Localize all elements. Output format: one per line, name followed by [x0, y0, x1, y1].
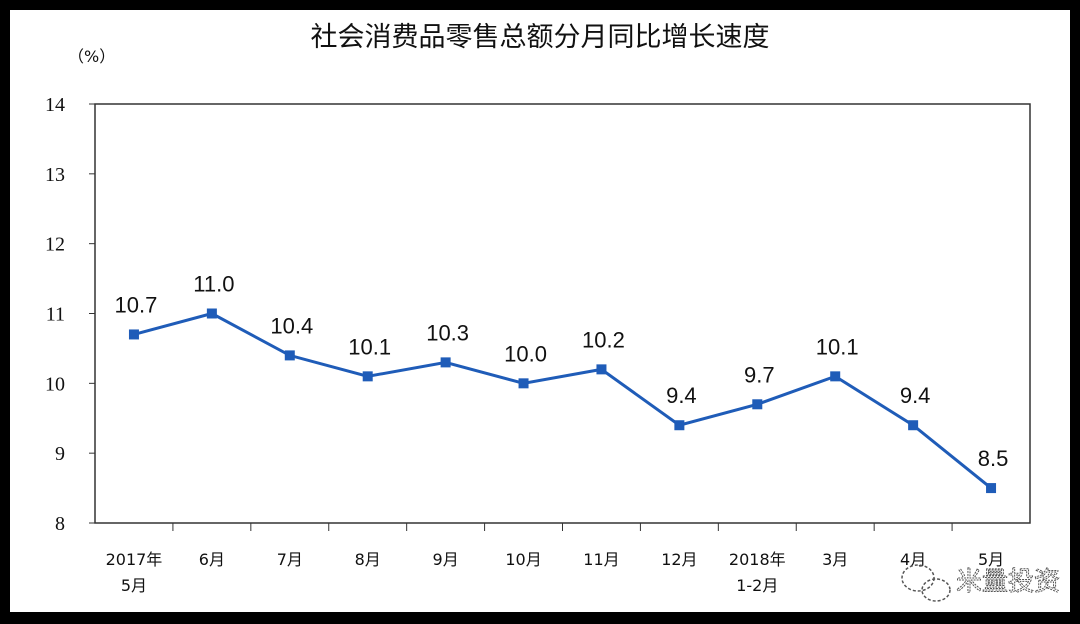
- data-label: 10.7: [115, 292, 158, 317]
- x-tick-label: 1-2月: [736, 576, 778, 595]
- data-point: [362, 371, 373, 382]
- x-tick-label: 8月: [355, 550, 381, 569]
- data-label: 10.2: [582, 327, 625, 352]
- x-tick-label: 11月: [583, 550, 619, 569]
- y-tick-label: 13: [45, 164, 65, 186]
- x-tick-label: 4月: [900, 550, 926, 569]
- data-label: 10.0: [504, 341, 547, 366]
- data-point: [986, 483, 997, 494]
- y-tick-label: 10: [45, 373, 65, 395]
- x-tick-label: 6月: [199, 550, 225, 569]
- wechat-icon: [901, 564, 951, 602]
- data-point: [440, 357, 451, 368]
- data-label: 9.4: [900, 383, 931, 408]
- x-tick-label: 5月: [978, 550, 1004, 569]
- x-tick-label: 7月: [277, 550, 303, 569]
- y-axis-unit: （%）: [68, 47, 115, 66]
- line-chart: 社会消费品零售总额分月同比增长速度 （%） 8 9 10 11 12 13 14 2017年 5…: [45, 22, 1061, 602]
- y-tick-label: 8: [55, 513, 65, 535]
- data-point: [674, 420, 685, 431]
- chart-canvas: 社会消费品零售总额分月同比增长速度 （%） 8 9 10 11 12 13 14 2017年 5…: [10, 10, 1070, 612]
- watermark: 米量投资: [901, 564, 1061, 602]
- data-label: 9.4: [666, 383, 697, 408]
- y-tick-label: 11: [46, 304, 65, 326]
- data-label: 10.4: [270, 313, 313, 338]
- data-point: [128, 329, 139, 340]
- x-tick-label: 3月: [822, 550, 848, 569]
- y-tick-label: 9: [55, 443, 65, 465]
- data-point: [206, 308, 217, 319]
- x-tick-label: 2017年: [106, 550, 163, 569]
- x-tick-label: 2018年: [729, 550, 786, 569]
- y-tick-label: 12: [45, 234, 65, 256]
- x-tick-label: 12月: [661, 550, 697, 569]
- watermark-text: 米量投资: [956, 567, 1060, 597]
- chart-title: 社会消费品零售总额分月同比增长速度: [311, 22, 770, 53]
- data-point: [830, 371, 841, 382]
- y-tick-label: 14: [45, 94, 65, 116]
- x-tick-label: 5月: [121, 576, 147, 595]
- data-label: 10.1: [816, 334, 859, 359]
- data-point: [596, 364, 607, 375]
- data-point: [518, 378, 529, 389]
- data-label: 10.1: [348, 334, 391, 359]
- series-line: [133, 311, 992, 490]
- data-label: 8.5: [978, 446, 1009, 471]
- data-label: 11.0: [193, 272, 234, 297]
- plot-frame: [94, 103, 1031, 524]
- x-tick-label: 10月: [505, 550, 541, 569]
- data-label: 10.3: [426, 320, 469, 345]
- data-point: [752, 399, 763, 410]
- x-tick-label: 9月: [433, 550, 459, 569]
- data-point: [284, 350, 295, 361]
- data-label: 9.7: [744, 362, 775, 387]
- data-point: [908, 420, 919, 431]
